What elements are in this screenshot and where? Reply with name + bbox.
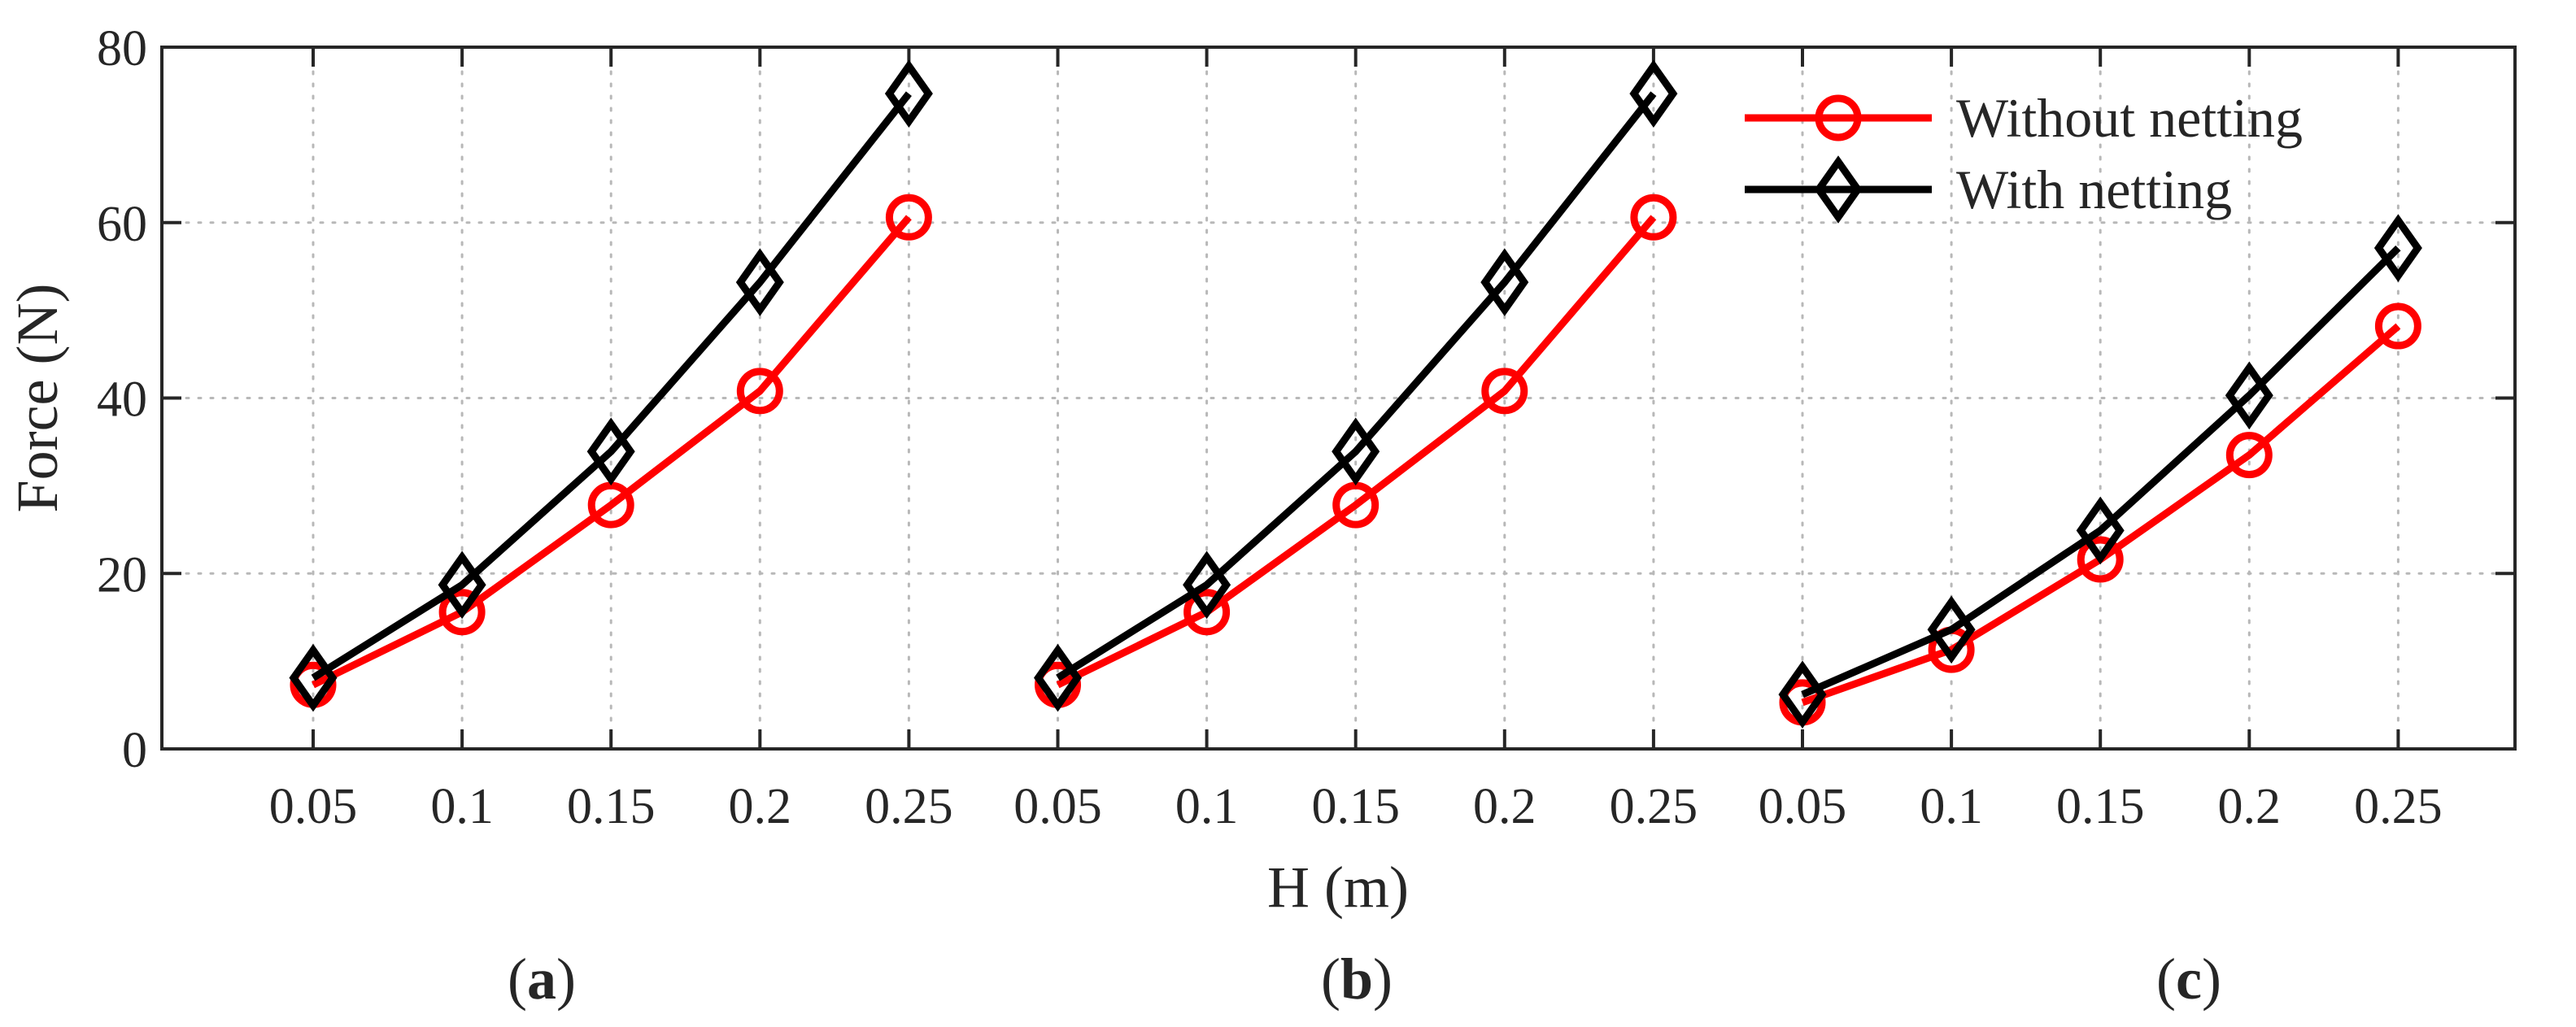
data-point-with-netting [289,643,338,712]
data-point-without-netting [2077,536,2124,583]
legend-label-with-netting: With netting [1956,159,2232,220]
panel-label-a: (a) [508,946,576,1012]
series-line-with-netting-panel-b [1056,91,1657,681]
data-point-without-netting [1332,481,1380,529]
series-line-without-netting-panel-b [1056,215,1657,689]
panel-label-c: (c) [2156,946,2221,1012]
data-point-without-netting [587,481,634,529]
x-tick-label: 0.1 [430,779,494,834]
x-tick-label: 0.1 [1920,779,1983,834]
axes-layer [160,46,2517,751]
x-tick-label: 0.2 [2218,779,2282,834]
x-tick-label: 0.25 [1610,779,1698,834]
y-tick-label: 60 [97,197,147,252]
y-axis-label: Force (N) [5,284,70,513]
x-tick-label: 0.2 [1473,779,1536,834]
x-axis-label: H (m) [1267,855,1409,920]
panel-label-b: (b) [1321,946,1393,1012]
x-tick-label: 0.15 [567,779,656,834]
data-point-without-netting [2374,302,2421,350]
x-tick-label: 0.05 [1013,779,1102,834]
data-point-with-netting [1332,417,1380,486]
y-tick-label: 80 [97,21,147,76]
x-tick-label: 0.25 [865,779,953,834]
data-point-without-netting [885,194,932,241]
grid-layer [160,46,2517,751]
data-point-with-netting [1033,643,1083,712]
data-point-without-netting [438,589,486,636]
data-point-with-netting [586,417,635,486]
legend: Without netting With netting [1745,87,2303,224]
x-tick-label: 0.15 [1311,779,1400,834]
series-layer [289,59,2422,729]
data-point-without-netting [1183,589,1231,636]
x-tick-label: 0.1 [1175,779,1239,834]
data-point-without-netting [736,368,783,415]
data-point-with-netting [2076,496,2125,565]
data-point-with-netting [1480,248,1529,316]
labels-layer: 0 20 40 60 80 0.05 0.1 0.15 0.2 0.25 0.05 0.1 0.15 0.… [5,21,2443,1012]
data-point-without-netting [2225,432,2273,479]
legend-marker-without-netting [1815,94,1862,141]
x-tick-label: 0.05 [269,779,358,834]
data-point-without-netting [1481,368,1528,415]
data-point-with-netting [438,550,486,620]
legend-label-without-netting: Without netting [1956,87,2303,149]
x-tick-label: 0.15 [2056,779,2145,834]
data-point-with-netting [1927,595,1976,664]
data-point-with-netting [2373,214,2422,282]
legend-marker-with-netting [1814,155,1863,224]
y-tick-label: 20 [97,547,147,603]
data-point-with-netting [1183,550,1231,620]
data-point-with-netting [884,59,933,128]
x-tick-label: 0.05 [1759,779,1847,834]
data-point-with-netting [2225,361,2273,430]
x-tick-label: 0.2 [729,779,792,834]
y-tick-label: 0 [122,723,147,778]
data-point-without-netting [1630,194,1677,241]
series-line-with-netting-panel-a [311,91,912,681]
y-tick-label: 40 [97,372,147,428]
data-point-with-netting [1629,59,1678,128]
series-line-with-netting-panel-c [1801,245,2401,698]
x-tick-label: 0.25 [2354,779,2443,834]
data-point-with-netting [1778,660,1827,729]
series-line-without-netting-panel-a [312,215,912,689]
data-point-with-netting [735,248,784,316]
